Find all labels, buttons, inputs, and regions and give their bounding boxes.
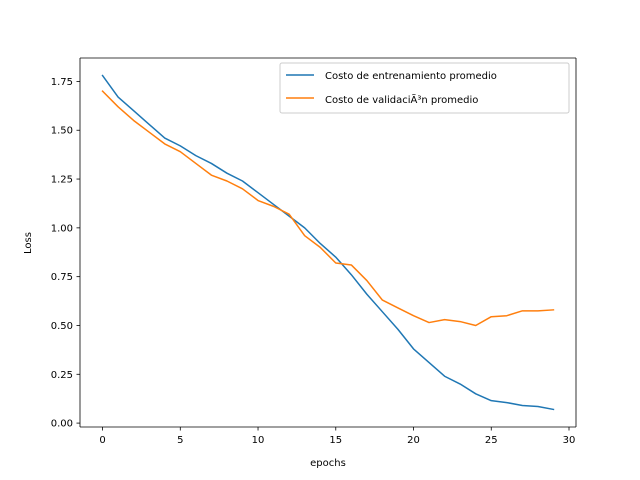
legend-label-validation: Costo de validaciÃ³n promedio xyxy=(325,93,478,106)
series-line-0 xyxy=(101,74,555,411)
x-axis-label: epochs xyxy=(310,458,346,469)
series-line-1 xyxy=(101,90,555,327)
y-tick-label: 1.75 xyxy=(51,77,73,88)
axes-frame xyxy=(79,57,577,428)
x-tick-label: 25 xyxy=(485,435,498,446)
y-tick-label: 0.50 xyxy=(51,321,73,332)
legend: Costo de entrenamiento promedio Costo de… xyxy=(279,62,570,114)
legend-label-train: Costo de entrenamiento promedio xyxy=(325,71,497,82)
series-layer xyxy=(101,74,555,411)
x-tick-label: 0 xyxy=(99,435,105,446)
x-tick-label: 5 xyxy=(177,435,183,446)
x-axis-ticks: 0 5 10 15 20 25 30 xyxy=(99,427,575,446)
y-axis-label: Loss xyxy=(23,232,34,254)
y-tick-label: 0.75 xyxy=(51,272,73,283)
x-tick-label: 20 xyxy=(407,435,420,446)
y-tick-label: 1.50 xyxy=(51,126,73,137)
plot-area xyxy=(80,58,576,427)
legend-box xyxy=(279,62,570,114)
y-tick-label: 1.25 xyxy=(51,175,73,186)
x-tick-label: 15 xyxy=(329,435,342,446)
x-tick-label: 10 xyxy=(252,435,265,446)
y-tick-label: 0.25 xyxy=(51,370,73,381)
y-tick-label: 1.00 xyxy=(51,223,73,234)
y-axis-ticks: 0.00 0.25 0.50 0.75 1.00 1.25 1.50 1.75 xyxy=(51,77,80,430)
y-tick-label: 0.00 xyxy=(51,419,73,430)
x-tick-label: 30 xyxy=(563,435,576,446)
